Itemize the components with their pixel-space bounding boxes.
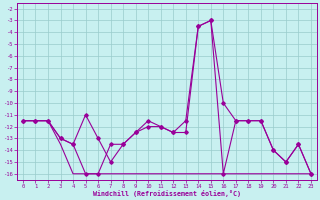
X-axis label: Windchill (Refroidissement éolien,°C): Windchill (Refroidissement éolien,°C) (93, 190, 241, 197)
